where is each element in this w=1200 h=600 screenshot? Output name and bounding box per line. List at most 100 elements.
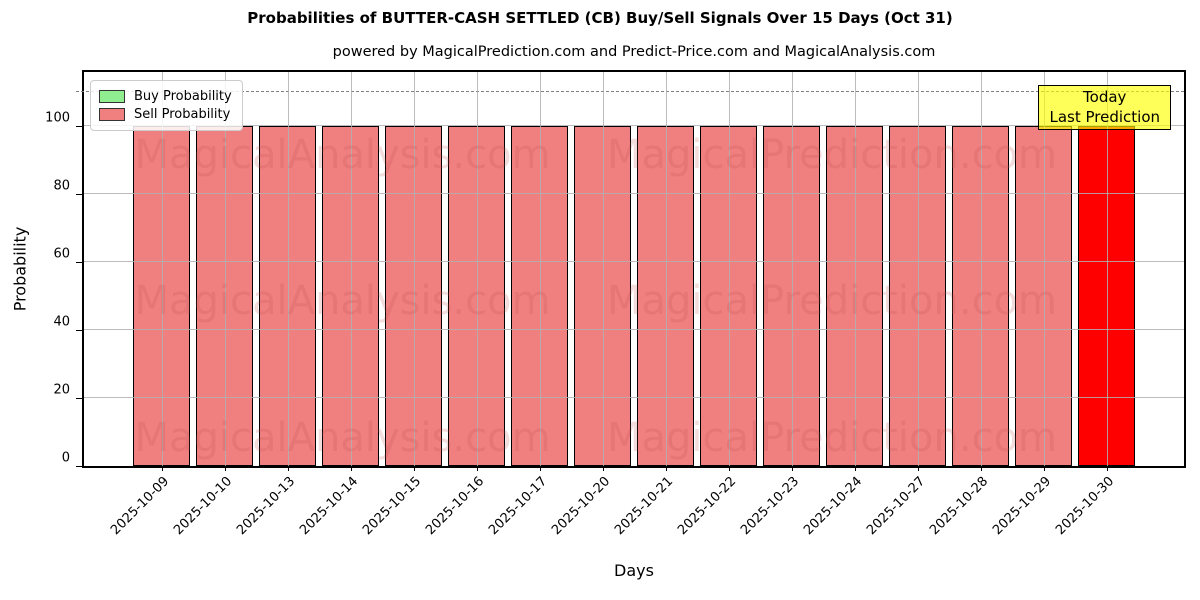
gridline-x-2025-10-22 [728,72,730,466]
x-tick-label-2025-10-14: 2025-10-14 [297,474,362,539]
bar-slot-2025-10-27: 2025-10-27 [864,72,949,538]
x-tick-label-2025-10-13: 2025-10-13 [234,474,299,539]
y-tick-0 [76,465,82,467]
gridline-y-100 [84,125,1184,127]
bar-slot-2025-10-13: 2025-10-13 [234,72,319,538]
x-tick-label-2025-10-16: 2025-10-16 [423,474,488,539]
bar-slot-2025-10-15: 2025-10-15 [360,72,445,538]
y-tick-label-20: 20 [53,382,70,398]
x-tick-2025-10-17 [539,466,541,471]
gridline-x-2025-10-30 [1106,72,1108,466]
y-tick-60 [76,261,82,264]
x-tick-2025-10-21 [665,466,667,471]
x-tick-label-2025-10-15: 2025-10-15 [360,474,425,539]
x-tick-2025-10-13 [287,466,289,471]
x-tick-label-2025-10-09: 2025-10-09 [108,474,173,539]
bar-sell-2025-10-23 [762,126,821,466]
gridline-x-2025-10-16 [476,72,478,466]
x-tick-2025-10-14 [350,466,352,471]
x-tick-2025-10-10 [224,466,226,471]
legend-swatch-icon [99,108,125,121]
x-tick-label-2025-10-17: 2025-10-17 [486,474,551,539]
gridline-y-20 [84,397,1184,399]
x-tick-2025-10-24 [854,466,856,471]
bar-slot-2025-10-30: 2025-10-30 [1053,72,1138,538]
x-tick-label-2025-10-30: 2025-10-30 [1053,474,1118,539]
chart-title: Probabilities of BUTTER-CASH SETTLED (CB… [247,9,953,27]
x-tick-2025-10-28 [980,466,982,471]
bar-sell-2025-10-27 [888,126,947,466]
gridline-y-40 [84,329,1184,331]
bar-slot-2025-10-16: 2025-10-16 [423,72,508,538]
bar-sell-2025-10-16 [447,126,506,466]
bar-sell-2025-10-14 [321,126,380,466]
bar-sell-2025-10-24 [825,126,884,466]
y-tick-20 [76,397,82,400]
bar-slot-2025-10-14: 2025-10-14 [297,72,382,538]
bar-sell-2025-10-28 [951,126,1010,466]
gridline-y-60 [84,261,1184,263]
today-annotation-line2: Last Prediction [1049,107,1160,126]
bar-sell-2025-10-20 [573,126,632,466]
bar-slot-2025-10-21: 2025-10-21 [612,72,697,538]
bar-slot-2025-10-23: 2025-10-23 [738,72,823,538]
today-annotation-line1: Today [1083,88,1127,106]
x-tick-2025-10-09 [161,466,163,471]
bar-slot-2025-10-09: 2025-10-09 [108,72,193,538]
gridline-x-2025-10-21 [665,72,667,466]
bar-sell-2025-10-10 [195,126,254,466]
x-tick-2025-10-29 [1043,466,1045,471]
bar-sell-2025-10-13 [258,126,317,466]
gridline-x-2025-10-13 [287,72,289,466]
x-tick-label-2025-10-20: 2025-10-20 [549,474,614,539]
gridline-x-2025-10-20 [602,72,604,466]
bar-slot-2025-10-20: 2025-10-20 [549,72,634,538]
y-tick-80 [76,193,82,196]
y-tick-label-100: 100 [45,110,70,126]
legend: Buy Probability Sell Probability [90,80,243,131]
gridline-y-80 [84,193,1184,195]
bar-sell-2025-10-15 [384,126,443,466]
legend-label: Sell Probability [134,107,231,122]
gridline-x-2025-10-15 [413,72,415,466]
y-tick-label-60: 60 [53,246,70,262]
x-tick-2025-10-22 [728,466,730,471]
bar-sell-2025-10-21 [636,126,695,466]
gridline-x-2025-10-23 [791,72,793,466]
x-tick-2025-10-15 [413,466,415,471]
bars-container: 2025-10-09 2025-10-10 2025-10-13 2025-10-14… [84,72,1184,538]
y-tick-40 [76,329,82,332]
gridline-x-2025-10-24 [854,72,856,466]
bar-sell-2025-10-29 [1014,126,1073,466]
gridline-x-2025-10-17 [539,72,541,466]
dashed-guide-line [76,91,1184,93]
x-tick-2025-10-27 [917,466,919,471]
gridline-x-2025-10-09 [161,72,163,466]
x-tick-label-2025-10-10: 2025-10-10 [171,474,236,539]
gridline-x-2025-10-28 [980,72,982,466]
x-tick-label-2025-10-21: 2025-10-21 [612,474,677,539]
x-tick-label-2025-10-24: 2025-10-24 [801,474,866,539]
today-annotation: Today Last Prediction [1038,85,1171,130]
bar-slot-2025-10-10: 2025-10-10 [171,72,256,538]
bar-slot-2025-10-24: 2025-10-24 [801,72,886,538]
x-tick-label-2025-10-29: 2025-10-29 [990,474,1055,539]
x-tick-2025-10-30 [1106,466,1108,471]
x-tick-label-2025-10-27: 2025-10-27 [864,474,929,539]
gridline-x-2025-10-14 [350,72,352,466]
y-axis-label: Probability [10,226,30,312]
bar-sell-2025-10-17 [510,126,569,466]
legend-swatch-icon [99,90,125,103]
y-tick-100 [76,125,82,128]
x-tick-2025-10-20 [602,466,604,471]
x-tick-2025-10-16 [476,466,478,471]
chart-subtitle: powered by MagicalPrediction.com and Pre… [332,44,936,60]
legend-label: Buy Probability [134,89,232,104]
y-tick-label-80: 80 [53,178,70,194]
y-tick-label-0: 0 [61,450,70,466]
gridline-x-2025-10-29 [1043,72,1045,466]
gridline-x-2025-10-10 [224,72,226,466]
x-tick-label-2025-10-28: 2025-10-28 [927,474,992,539]
gridline-x-2025-10-27 [917,72,919,466]
